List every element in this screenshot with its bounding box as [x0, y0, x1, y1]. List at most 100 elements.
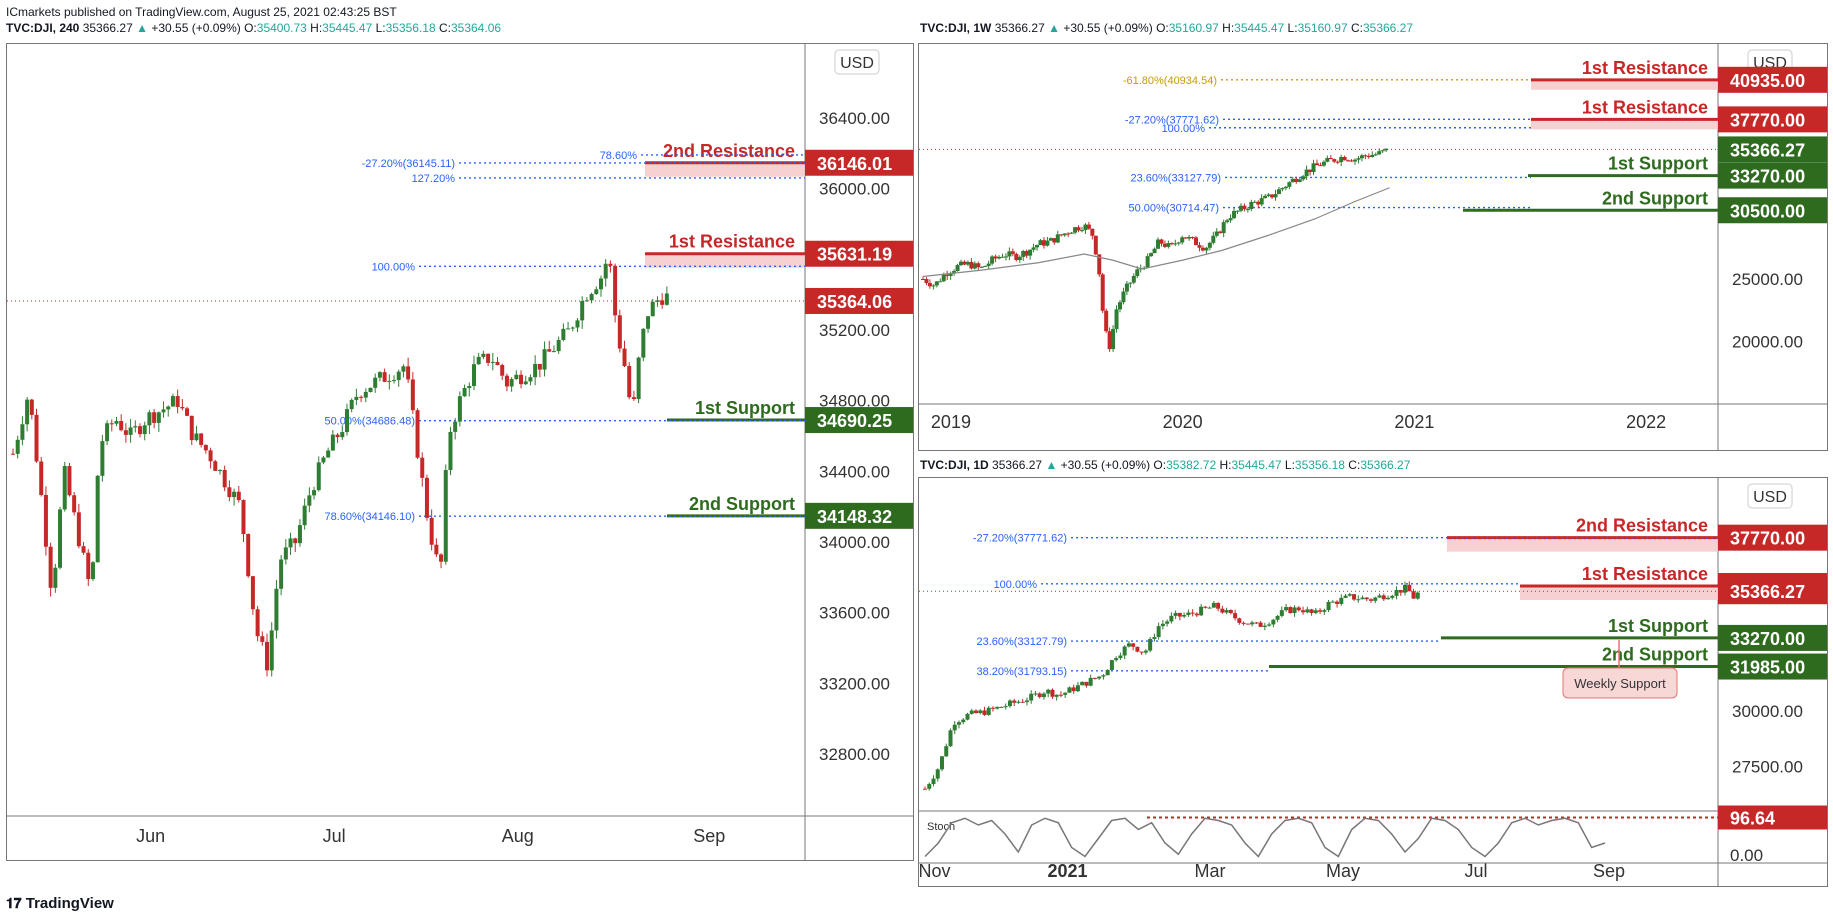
- candle-body: [1373, 154, 1378, 156]
- candle-body: [1309, 609, 1314, 613]
- candle-body: [1321, 161, 1326, 166]
- candle-body: [1346, 160, 1351, 162]
- candle-body: [509, 379, 514, 387]
- candle-body: [542, 349, 547, 370]
- chart-panel-1w[interactable]: USD 20000.00 25000.00 2019 2020 2021 2022 1st R…: [918, 43, 1828, 451]
- candle-body: [1366, 155, 1371, 158]
- candle-body: [551, 351, 556, 353]
- candle-body: [1259, 198, 1264, 205]
- candle-body: [983, 265, 988, 267]
- x-tick-label: Nov: [919, 861, 951, 881]
- candle-body: [1148, 639, 1153, 651]
- candle-body: [1014, 253, 1019, 260]
- candle-body: [1220, 608, 1225, 613]
- candle-body: [1266, 194, 1271, 196]
- candle-body: [439, 554, 444, 562]
- candle-body: [486, 353, 491, 363]
- fib-label: -61.80%(40934.54): [1123, 75, 1217, 87]
- candle-body: [1326, 601, 1331, 611]
- candle-body: [255, 609, 260, 637]
- candle-body: [1052, 238, 1057, 243]
- level-price-label: 36146.01: [817, 154, 892, 174]
- candle-body: [1252, 201, 1257, 203]
- candle-body: [1373, 597, 1378, 601]
- level-price-label: 31985.00: [1730, 658, 1805, 678]
- fib-label: 127.20%: [412, 173, 456, 185]
- candle-body: [965, 261, 970, 265]
- candle-body: [330, 434, 335, 451]
- candle-body: [519, 374, 524, 385]
- candle-body: [1364, 597, 1369, 600]
- chart-1d[interactable]: USD 27500.00 30000.00 2nd Resistance 37770.0…: [919, 478, 1827, 886]
- candle-body: [1156, 626, 1161, 638]
- candle-body: [170, 396, 175, 407]
- candle-body: [556, 339, 561, 352]
- candle-body: [1273, 194, 1278, 198]
- candle-body: [969, 261, 974, 269]
- tradingview-logo[interactable]: 𝟏𝟕 TradingView: [6, 895, 114, 912]
- candle-body: [1126, 643, 1131, 647]
- close: 35364.06: [450, 21, 502, 35]
- chart-panel-1d[interactable]: USD 27500.00 30000.00 2nd Resistance 37770.0…: [918, 477, 1828, 887]
- candle-body: [969, 710, 974, 714]
- chart-4h[interactable]: USD 32800.00 33200.00 33600.00 34000.00 34400…: [7, 44, 913, 860]
- candle-body: [1097, 676, 1102, 679]
- candle-body: [326, 450, 331, 458]
- currency-label: USD: [840, 55, 874, 72]
- candle-body: [453, 421, 458, 432]
- candle-body: [471, 364, 476, 386]
- candle-body: [20, 424, 25, 440]
- close: 35366.27: [1360, 458, 1411, 472]
- candle-body: [1356, 599, 1361, 601]
- chart-panel-4h[interactable]: USD 32800.00 33200.00 33600.00 34000.00 34400…: [6, 43, 914, 861]
- candle-body: [1270, 194, 1275, 198]
- candle-body: [1407, 584, 1412, 592]
- candle-body: [250, 576, 255, 610]
- candle-body: [1370, 154, 1375, 158]
- candle-body: [344, 409, 349, 433]
- last-price-label: 35364.06: [817, 292, 892, 312]
- candle-body: [1046, 689, 1051, 694]
- high: 35445.47: [322, 21, 373, 35]
- candle-body: [939, 756, 944, 770]
- candle-body: [58, 509, 63, 568]
- candle-body: [972, 263, 977, 269]
- candle-body: [500, 364, 505, 376]
- candle-body: [1194, 237, 1199, 246]
- candle-body: [476, 356, 481, 365]
- candle-body: [203, 444, 208, 451]
- candle-body: [1145, 256, 1150, 268]
- resistance-zone: [1531, 79, 1718, 90]
- level-price-box: [805, 149, 913, 176]
- level-price-box: [805, 240, 913, 267]
- candle-body: [1131, 643, 1136, 647]
- candle-body: [335, 434, 340, 438]
- candle-body: [1411, 591, 1416, 599]
- candle-body: [297, 525, 302, 544]
- candle-body: [1021, 251, 1026, 257]
- candle-body: [467, 385, 472, 389]
- candle-body: [599, 278, 603, 290]
- candle-body: [1079, 230, 1084, 232]
- candle-body: [1271, 619, 1276, 625]
- low: 35160.97: [1297, 21, 1348, 35]
- y-tick-label: 30000.00: [1732, 702, 1803, 721]
- candle-body: [100, 441, 105, 476]
- candle-body: [627, 366, 632, 398]
- candle-body: [1020, 701, 1025, 703]
- candle-body: [138, 426, 143, 435]
- candle-body: [1211, 602, 1216, 608]
- candle-body: [973, 710, 978, 714]
- candle-body: [1114, 309, 1119, 330]
- candle-body: [959, 261, 964, 266]
- candle-body: [29, 399, 34, 415]
- candle-body: [420, 457, 425, 478]
- candle-body: [1280, 188, 1285, 190]
- open: 35400.73: [256, 21, 307, 35]
- y-tick-label: 34400.00: [819, 462, 890, 481]
- candle-body: [993, 256, 998, 259]
- candle-body: [1238, 205, 1243, 211]
- candle-body: [976, 263, 981, 268]
- close: 35366.27: [1362, 21, 1414, 35]
